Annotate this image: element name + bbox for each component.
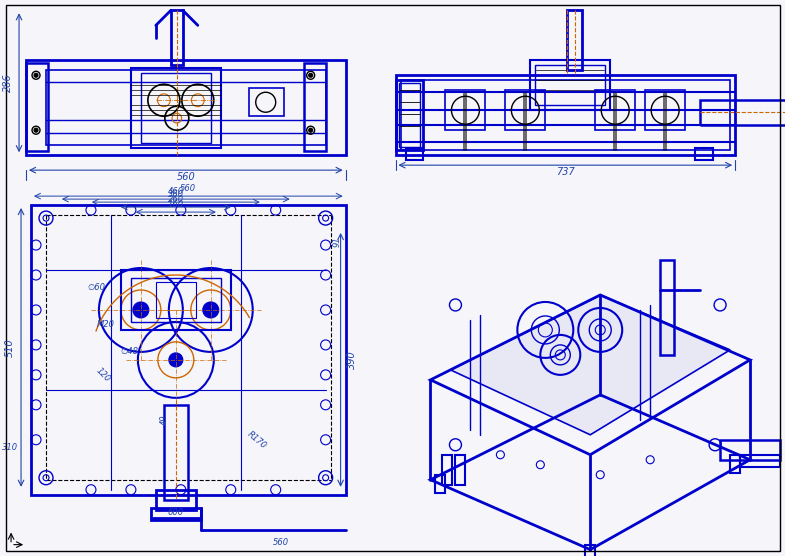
Bar (443, 455, 452, 485)
Bar (171, 11, 183, 65)
Bar (740, 455, 780, 466)
Circle shape (169, 353, 183, 367)
Text: 49: 49 (160, 414, 169, 425)
Text: 160: 160 (168, 200, 184, 209)
Bar (455, 455, 466, 485)
Bar (141, 73, 211, 143)
Bar (568, 11, 582, 70)
Text: 737: 737 (556, 167, 575, 177)
Text: 390: 390 (347, 350, 356, 369)
Bar (406, 148, 423, 160)
Bar (396, 75, 735, 155)
Bar (249, 88, 283, 116)
Bar (31, 205, 345, 495)
Bar (131, 68, 221, 148)
Bar (46, 70, 326, 145)
Text: 510: 510 (5, 339, 15, 358)
Bar (720, 440, 780, 460)
Bar (506, 90, 546, 130)
Bar (156, 490, 195, 510)
Text: 91: 91 (333, 237, 341, 247)
Circle shape (133, 302, 149, 318)
Bar (156, 282, 195, 318)
Bar (396, 80, 423, 150)
Text: 260: 260 (168, 195, 184, 204)
Bar (164, 405, 188, 500)
Bar (26, 60, 345, 155)
Circle shape (309, 128, 312, 132)
Bar (121, 270, 231, 330)
Text: 560: 560 (272, 538, 289, 547)
Bar (730, 455, 740, 473)
Bar (586, 545, 595, 556)
Text: R170: R170 (246, 429, 268, 450)
Bar (304, 63, 326, 151)
Text: 310: 310 (2, 443, 18, 452)
Bar (436, 475, 445, 493)
Text: 360: 360 (168, 190, 184, 199)
Bar (400, 80, 730, 150)
Text: M20: M20 (97, 320, 115, 330)
Bar (595, 90, 635, 130)
Circle shape (309, 73, 312, 77)
Text: 460: 460 (168, 187, 184, 196)
Bar (445, 90, 485, 130)
Text: 560: 560 (177, 172, 195, 182)
Text: ∅48: ∅48 (120, 348, 138, 356)
Text: 560: 560 (181, 184, 196, 193)
Circle shape (203, 302, 219, 318)
Bar (131, 278, 221, 322)
Text: 286: 286 (3, 73, 13, 92)
Circle shape (34, 128, 38, 132)
Text: 120: 120 (94, 366, 111, 384)
Bar (645, 90, 685, 130)
Polygon shape (451, 295, 730, 435)
Text: ∅60: ∅60 (87, 284, 105, 292)
Text: 600: 600 (168, 508, 184, 517)
Bar (26, 63, 48, 151)
Bar (696, 148, 713, 160)
Bar (151, 508, 201, 520)
Bar (399, 83, 421, 147)
Bar (700, 100, 785, 125)
Circle shape (34, 73, 38, 77)
Bar (535, 65, 605, 105)
Bar (531, 60, 610, 110)
Bar (660, 260, 674, 355)
